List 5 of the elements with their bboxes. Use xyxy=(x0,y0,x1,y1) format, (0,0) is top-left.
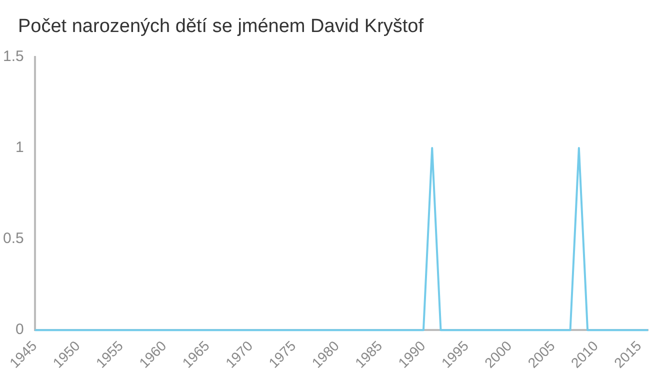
y-tick-label: 0 xyxy=(16,321,24,338)
y-tick-label: 1 xyxy=(16,139,24,156)
y-tick-label: 1.5 xyxy=(2,48,24,66)
y-tick-label: 0.5 xyxy=(2,230,24,248)
chart-title: Počet narozených dětí se jménem David Kryštof xyxy=(18,16,424,38)
